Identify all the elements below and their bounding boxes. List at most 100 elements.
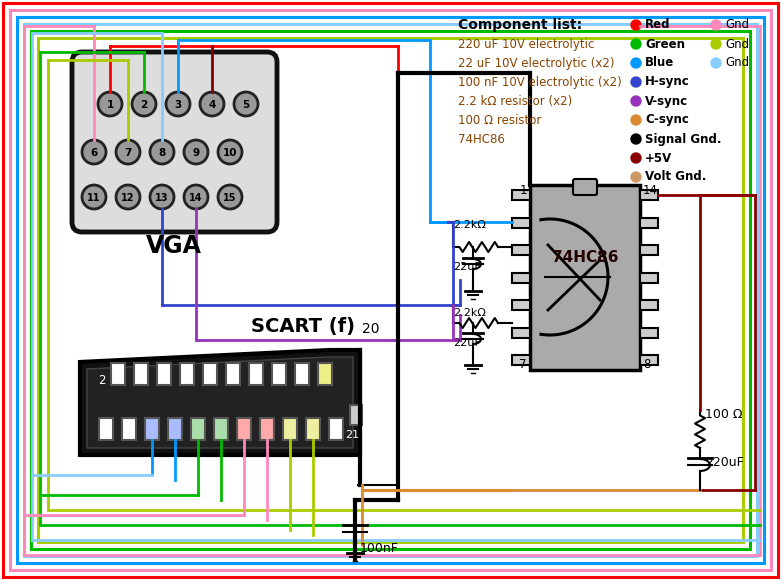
Bar: [306, 418, 320, 440]
Bar: [145, 418, 159, 440]
Text: 1: 1: [519, 184, 527, 198]
Bar: [272, 363, 286, 385]
Bar: [249, 363, 263, 385]
Bar: [512, 328, 530, 338]
Circle shape: [200, 92, 224, 116]
Bar: [512, 218, 530, 227]
Text: 22uF: 22uF: [453, 262, 481, 272]
Bar: [38, 38, 743, 542]
Text: 14: 14: [189, 193, 203, 203]
FancyBboxPatch shape: [72, 52, 277, 232]
Text: 22uF: 22uF: [453, 338, 481, 348]
Bar: [168, 418, 182, 440]
Bar: [640, 245, 658, 255]
Text: 2.2 kΩ resistor (x2): 2.2 kΩ resistor (x2): [458, 95, 572, 108]
Text: +5V: +5V: [645, 151, 672, 165]
Bar: [134, 363, 148, 385]
Circle shape: [166, 92, 190, 116]
Circle shape: [82, 185, 106, 209]
Text: 9: 9: [192, 148, 200, 158]
Text: 1: 1: [98, 429, 105, 441]
Text: Blue: Blue: [645, 56, 674, 70]
Circle shape: [184, 140, 208, 164]
Text: 2.2kΩ: 2.2kΩ: [453, 308, 486, 318]
Bar: [512, 190, 530, 200]
Circle shape: [631, 115, 641, 125]
Circle shape: [116, 185, 140, 209]
Text: Volt Gnd.: Volt Gnd.: [645, 171, 706, 183]
Bar: [350, 405, 362, 425]
Text: 1: 1: [106, 100, 113, 110]
Circle shape: [711, 39, 721, 49]
Circle shape: [116, 140, 140, 164]
Circle shape: [82, 140, 106, 164]
Text: SCART (f): SCART (f): [251, 317, 355, 336]
Circle shape: [98, 92, 122, 116]
Circle shape: [234, 92, 258, 116]
Circle shape: [631, 77, 641, 87]
Text: Red: Red: [645, 19, 671, 31]
Text: 13: 13: [155, 193, 169, 203]
Circle shape: [631, 172, 641, 182]
Text: H-sync: H-sync: [645, 75, 690, 89]
Text: 220 uF 10V electrolytic: 220 uF 10V electrolytic: [458, 38, 594, 51]
Bar: [530, 185, 640, 370]
Text: 5: 5: [242, 100, 250, 110]
Text: 8: 8: [643, 357, 651, 371]
Text: 74HC86: 74HC86: [551, 249, 619, 264]
Bar: [226, 363, 240, 385]
Text: 2: 2: [98, 374, 105, 386]
Text: 3: 3: [174, 100, 182, 110]
Text: 100 Ω resistor: 100 Ω resistor: [458, 114, 541, 127]
Bar: [31, 31, 750, 549]
Text: Component list:: Component list:: [458, 18, 582, 32]
Bar: [180, 363, 194, 385]
Text: 22 uF 10V electrolytic (x2): 22 uF 10V electrolytic (x2): [458, 57, 615, 70]
Bar: [640, 300, 658, 310]
Text: 2: 2: [141, 100, 148, 110]
Bar: [640, 218, 658, 227]
Bar: [640, 190, 658, 200]
Circle shape: [150, 140, 174, 164]
Text: Gnd: Gnd: [725, 19, 749, 31]
Bar: [157, 363, 171, 385]
Text: 14: 14: [643, 184, 658, 198]
Text: V-sync: V-sync: [645, 95, 688, 107]
Bar: [99, 418, 113, 440]
Bar: [318, 363, 332, 385]
Text: Signal Gnd.: Signal Gnd.: [645, 132, 722, 146]
Bar: [512, 300, 530, 310]
Circle shape: [631, 39, 641, 49]
Text: Green: Green: [645, 38, 685, 50]
Text: 7: 7: [519, 357, 527, 371]
Circle shape: [631, 96, 641, 106]
Text: 11: 11: [87, 193, 101, 203]
Text: 100 nF 10V electrolytic (x2): 100 nF 10V electrolytic (x2): [458, 76, 622, 89]
Circle shape: [218, 185, 242, 209]
Text: 100 Ω: 100 Ω: [705, 408, 743, 422]
Text: 4: 4: [209, 100, 216, 110]
Text: 2.2kΩ: 2.2kΩ: [453, 220, 486, 230]
Circle shape: [711, 20, 721, 30]
Text: 7: 7: [124, 148, 132, 158]
Text: 74HC86: 74HC86: [458, 133, 505, 146]
Circle shape: [184, 185, 208, 209]
Circle shape: [150, 185, 174, 209]
Circle shape: [711, 58, 721, 68]
Circle shape: [631, 58, 641, 68]
Polygon shape: [80, 350, 360, 455]
Text: 8: 8: [159, 148, 166, 158]
Bar: [191, 418, 205, 440]
Text: VGA: VGA: [146, 234, 202, 258]
Circle shape: [132, 92, 156, 116]
Polygon shape: [87, 357, 353, 448]
Bar: [203, 363, 217, 385]
Bar: [214, 418, 228, 440]
Text: Gnd: Gnd: [725, 38, 749, 50]
Bar: [283, 418, 297, 440]
Text: 100nF: 100nF: [360, 542, 399, 554]
Circle shape: [631, 134, 641, 144]
Text: C-sync: C-sync: [645, 114, 689, 126]
Text: 6: 6: [91, 148, 98, 158]
Bar: [512, 273, 530, 282]
